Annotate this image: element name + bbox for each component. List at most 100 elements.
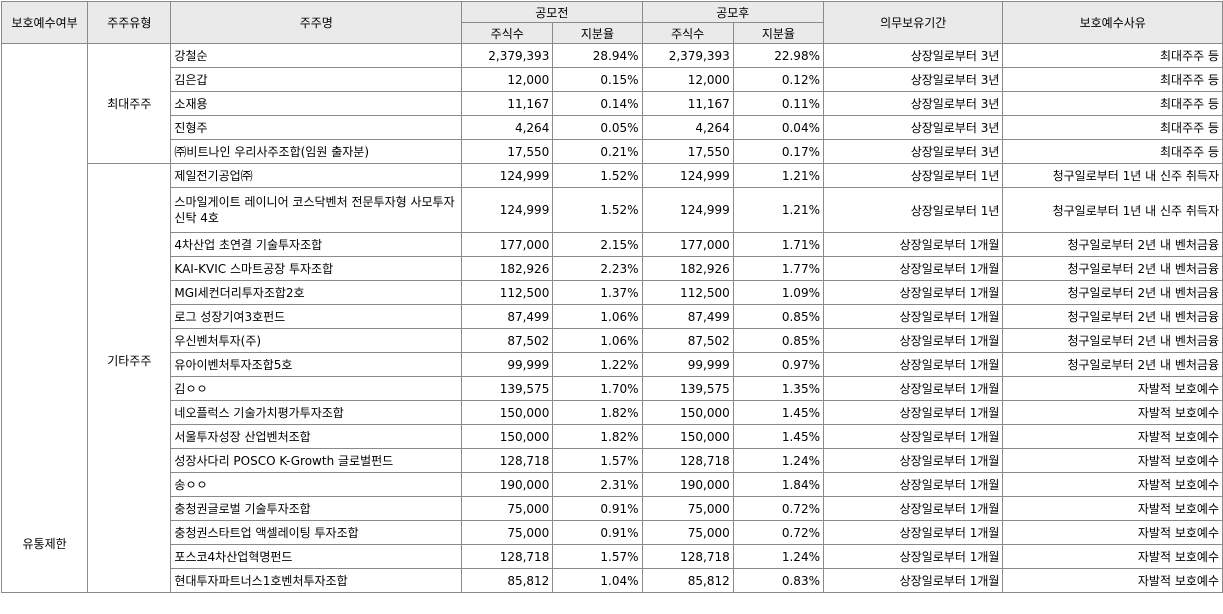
table-row: 충청권글로벌 기술투자조합 75,000 0.91% 75,000 0.72% 상장일로부… <box>2 496 1223 521</box>
table-row: 유통제한 최대주주 강철순 2,379,393 28.94% 2,379,393 22.98… <box>0 43 1223 593</box>
cell-period: 상장일로부터 3년 <box>822 115 1004 140</box>
cell-post-shares: 75,000 <box>641 496 734 521</box>
cell-name: 유아이벤처투자조합5호 <box>170 352 463 377</box>
cell-name: KAI-KVIC 스마트공장 투자조합 <box>170 256 463 281</box>
cell-pre-shares: 85,812 <box>461 568 554 593</box>
cell-reason: 자발적 보호예수 <box>1002 472 1223 497</box>
header-pre: 공모전 <box>461 1 643 23</box>
cell-period: 상장일로부터 1개월 <box>822 544 1004 569</box>
cell-name: 포스코4차산업혁명펀드 <box>170 544 463 569</box>
cell-post-ratio: 0.72% <box>732 496 824 521</box>
cell-period: 상장일로부터 1개월 <box>822 400 1004 425</box>
cell-pre-shares: 128,718 <box>461 544 554 569</box>
cell-reason: 청구일로부터 2년 내 벤처금융 <box>1002 328 1223 353</box>
cell-pre-shares: 124,999 <box>461 187 554 233</box>
cell-period: 상장일로부터 1개월 <box>822 256 1004 281</box>
cell-pre-ratio: 1.82% <box>552 400 643 425</box>
table-row: 충청권스타트업 액셀레이팅 투자조합 75,000 0.91% 75,000 0.72%… <box>2 520 1223 545</box>
table-row: 4차산업 초연결 기술투자조합 177,000 2.15% 177,000 1.71% 상… <box>2 232 1223 257</box>
cell-post-shares: 4,264 <box>641 115 734 140</box>
cell-post-ratio: 1.45% <box>732 400 824 425</box>
cell-pre-shares: 150,000 <box>461 400 554 425</box>
cell-reason: 자발적 보호예수 <box>1002 520 1223 545</box>
cell-pre-ratio: 2.31% <box>552 472 643 497</box>
header-period: 의무보유기간 <box>822 1 1004 44</box>
cell-pre-shares: 87,499 <box>461 304 554 329</box>
table-row: 현대투자파트너스1호벤처투자조합 85,812 1.04% 85,812 0.83% 상장… <box>2 568 1223 593</box>
cell-pre-ratio: 1.57% <box>552 448 643 473</box>
cell-post-shares: 99,999 <box>641 352 734 377</box>
cell-name: 서울투자성장 산업벤처조합 <box>170 424 463 449</box>
cell-pre-ratio: 1.37% <box>552 280 643 305</box>
header-name: 주주명 <box>170 1 463 44</box>
cell-pre-shares: 112,500 <box>461 280 554 305</box>
cell-pre-shares: 11,167 <box>461 91 554 116</box>
cell-pre-ratio: 0.15% <box>552 67 643 92</box>
cell-pre-ratio: 0.91% <box>552 520 643 545</box>
cell-post-shares: 182,926 <box>641 256 734 281</box>
cell-pre-ratio: 1.52% <box>552 187 643 233</box>
cell-post-ratio: 1.77% <box>732 256 824 281</box>
cell-name: 로그 성장기여3호펀드 <box>170 304 463 329</box>
cell-post-shares: 11,167 <box>641 91 734 116</box>
cell-post-ratio: 1.21% <box>732 187 824 233</box>
cell-name: 스마일게이트 레이니어 코스닥벤처 전문투자형 사모투자신탁 4호 <box>170 187 463 233</box>
cell-post-shares: 177,000 <box>641 232 734 257</box>
cell-pre-ratio: 1.82% <box>552 424 643 449</box>
cell-reason: 최대주주 등 <box>1002 139 1223 164</box>
cell-pre-shares: 75,000 <box>461 520 554 545</box>
header-protect: 보호예수여부 <box>0 1 89 44</box>
cell-pre-ratio: 2.15% <box>552 232 643 257</box>
header-post: 공모후 <box>641 1 824 23</box>
cell-post-ratio: 22.98% <box>732 43 824 68</box>
table-row: KAI-KVIC 스마트공장 투자조합 182,926 2.23% 182,926 1.… <box>2 256 1223 281</box>
cell-post-ratio: 0.83% <box>732 568 824 593</box>
cell-pre-shares: 12,000 <box>461 67 554 92</box>
cell-reason: 최대주주 등 <box>1002 115 1223 140</box>
cell-pre-shares: 124,999 <box>461 163 554 188</box>
cell-pre-ratio: 1.52% <box>552 163 643 188</box>
cell-reason: 청구일로부터 1년 내 신주 취득자 <box>1002 187 1223 233</box>
cell-post-shares: 75,000 <box>641 520 734 545</box>
cell-period: 상장일로부터 1년 <box>822 187 1004 233</box>
shareholder-type-cell: 기타주주 <box>87 163 172 593</box>
cell-post-ratio: 1.35% <box>732 376 824 401</box>
cell-period: 상장일로부터 1개월 <box>822 328 1004 353</box>
cell-post-ratio: 1.24% <box>732 448 824 473</box>
cell-reason: 청구일로부터 2년 내 벤처금융 <box>1002 304 1223 329</box>
table-row: 기타주주 제일전기공업㈜ 124,999 1.52% 124,999 1.21% 상장일로부… <box>2 163 1223 593</box>
cell-pre-ratio: 0.21% <box>552 139 643 164</box>
cell-reason: 최대주주 등 <box>1002 91 1223 116</box>
cell-post-ratio: 1.84% <box>732 472 824 497</box>
cell-post-shares: 128,718 <box>641 448 734 473</box>
cell-period: 상장일로부터 1개월 <box>822 520 1004 545</box>
cell-reason: 최대주주 등 <box>1002 67 1223 92</box>
cell-post-shares: 87,502 <box>641 328 734 353</box>
cell-name: 우신벤처투자(주) <box>170 328 463 353</box>
cell-post-shares: 17,550 <box>641 139 734 164</box>
header-type: 주주유형 <box>87 1 172 44</box>
cell-post-shares: 139,575 <box>641 376 734 401</box>
cell-pre-ratio: 28.94% <box>552 43 643 68</box>
cell-reason: 최대주주 등 <box>1002 43 1223 68</box>
cell-post-shares: 87,499 <box>641 304 734 329</box>
cell-post-ratio: 1.45% <box>732 424 824 449</box>
cell-period: 상장일로부터 1개월 <box>822 448 1004 473</box>
table-row: 포스코4차산업혁명펀드 128,718 1.57% 128,718 1.24% 상장일로부… <box>2 544 1223 569</box>
table-row: ㈜비트나인 우리사주조합(임원 출자분) 17,550 0.21% 17,550 0.1… <box>2 139 1223 164</box>
cell-pre-ratio: 1.22% <box>552 352 643 377</box>
cell-name: 진형주 <box>170 115 463 140</box>
cell-post-shares: 190,000 <box>641 472 734 497</box>
cell-period: 상장일로부터 3년 <box>822 43 1004 68</box>
cell-post-ratio: 1.71% <box>732 232 824 257</box>
cell-pre-shares: 139,575 <box>461 376 554 401</box>
lockup-table: 보호예수여부 주주유형 주주명 공모전 공모후 의무보유기간 보호예수사유 주식… <box>0 1 1223 593</box>
cell-post-shares: 150,000 <box>641 424 734 449</box>
cell-pre-ratio: 1.70% <box>552 376 643 401</box>
cell-post-ratio: 1.24% <box>732 544 824 569</box>
cell-post-shares: 112,500 <box>641 280 734 305</box>
cell-name: 충청권스타트업 액셀레이팅 투자조합 <box>170 520 463 545</box>
table-row: 네오플럭스 기술가치평가투자조합 150,000 1.82% 150,000 1.45%… <box>2 400 1223 425</box>
cell-pre-shares: 182,926 <box>461 256 554 281</box>
header-pre-ratio: 지분율 <box>552 22 643 44</box>
